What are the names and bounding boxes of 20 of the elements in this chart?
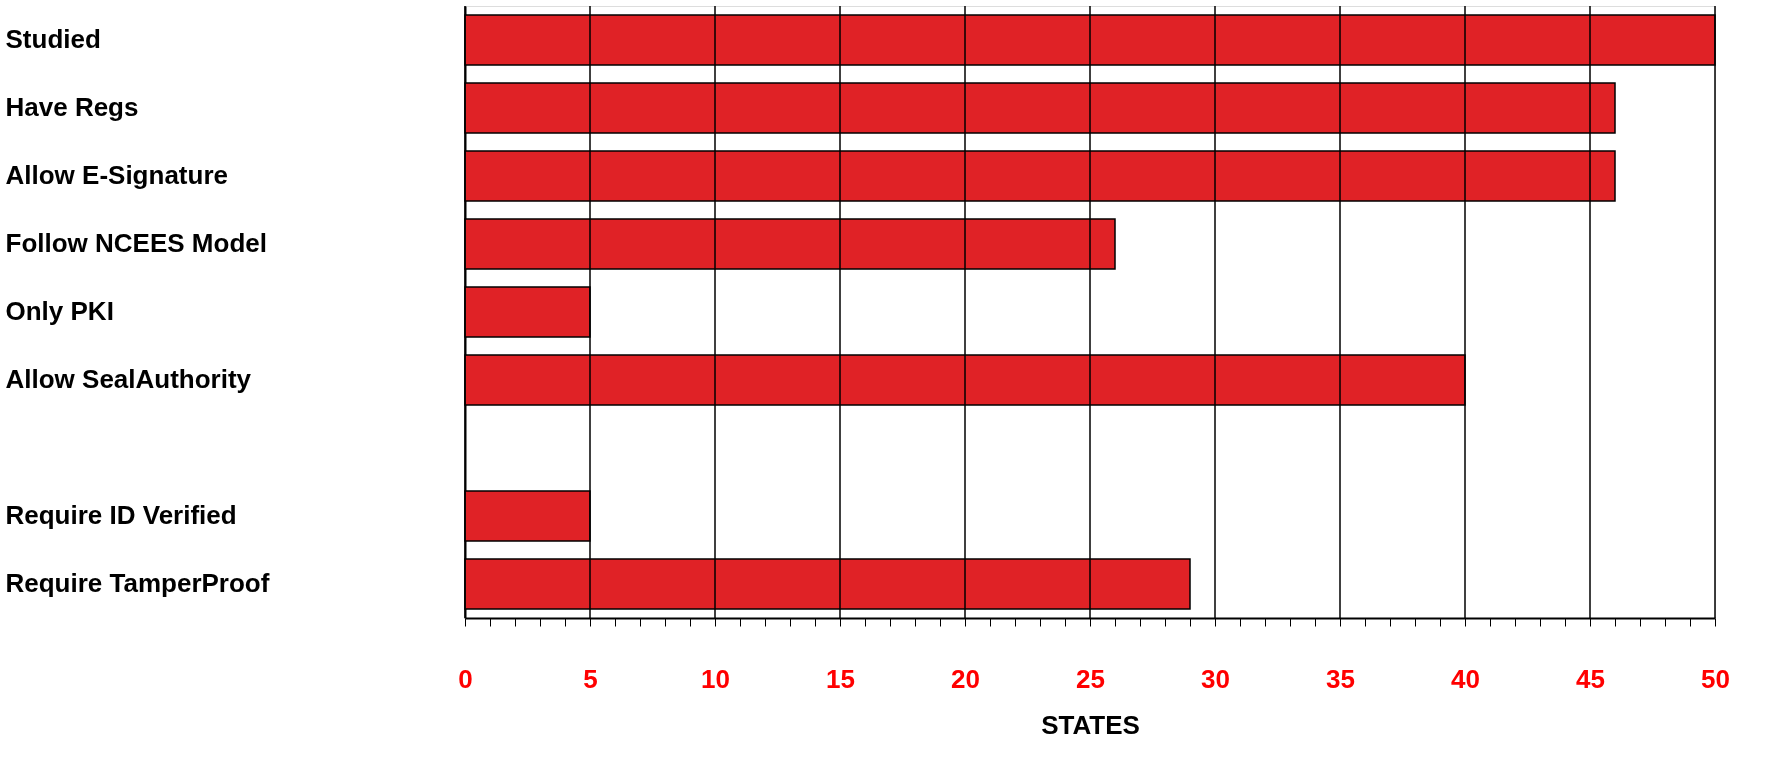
x-tick-label: 10 <box>701 663 730 694</box>
y-tick-label: Follow NCEES Model <box>5 228 267 258</box>
x-tick-label: 35 <box>1326 663 1355 694</box>
y-tick-label: Allow E-Signature <box>5 160 228 190</box>
x-axis-title: STATES <box>1041 709 1140 740</box>
x-tick-label: 40 <box>1451 663 1480 694</box>
y-tick-label: Have Regs <box>5 92 139 122</box>
x-tick-label: 30 <box>1201 663 1230 694</box>
y-tick-label: Allow SealAuthority <box>5 364 252 394</box>
x-tick-label: 15 <box>826 663 855 694</box>
y-tick-label: Require TamperProof <box>5 568 270 598</box>
x-tick-label: 25 <box>1076 663 1105 694</box>
y-tick-label: Studied <box>5 24 101 54</box>
x-tick-label: 5 <box>583 663 598 694</box>
x-tick-label: 0 <box>458 663 473 694</box>
x-tick-label: 45 <box>1576 663 1605 694</box>
y-tick-label: Require ID Verified <box>5 500 237 530</box>
x-tick-label: 50 <box>1701 663 1730 694</box>
x-tick-label: 20 <box>951 663 980 694</box>
y-tick-label: Only PKI <box>5 296 114 326</box>
